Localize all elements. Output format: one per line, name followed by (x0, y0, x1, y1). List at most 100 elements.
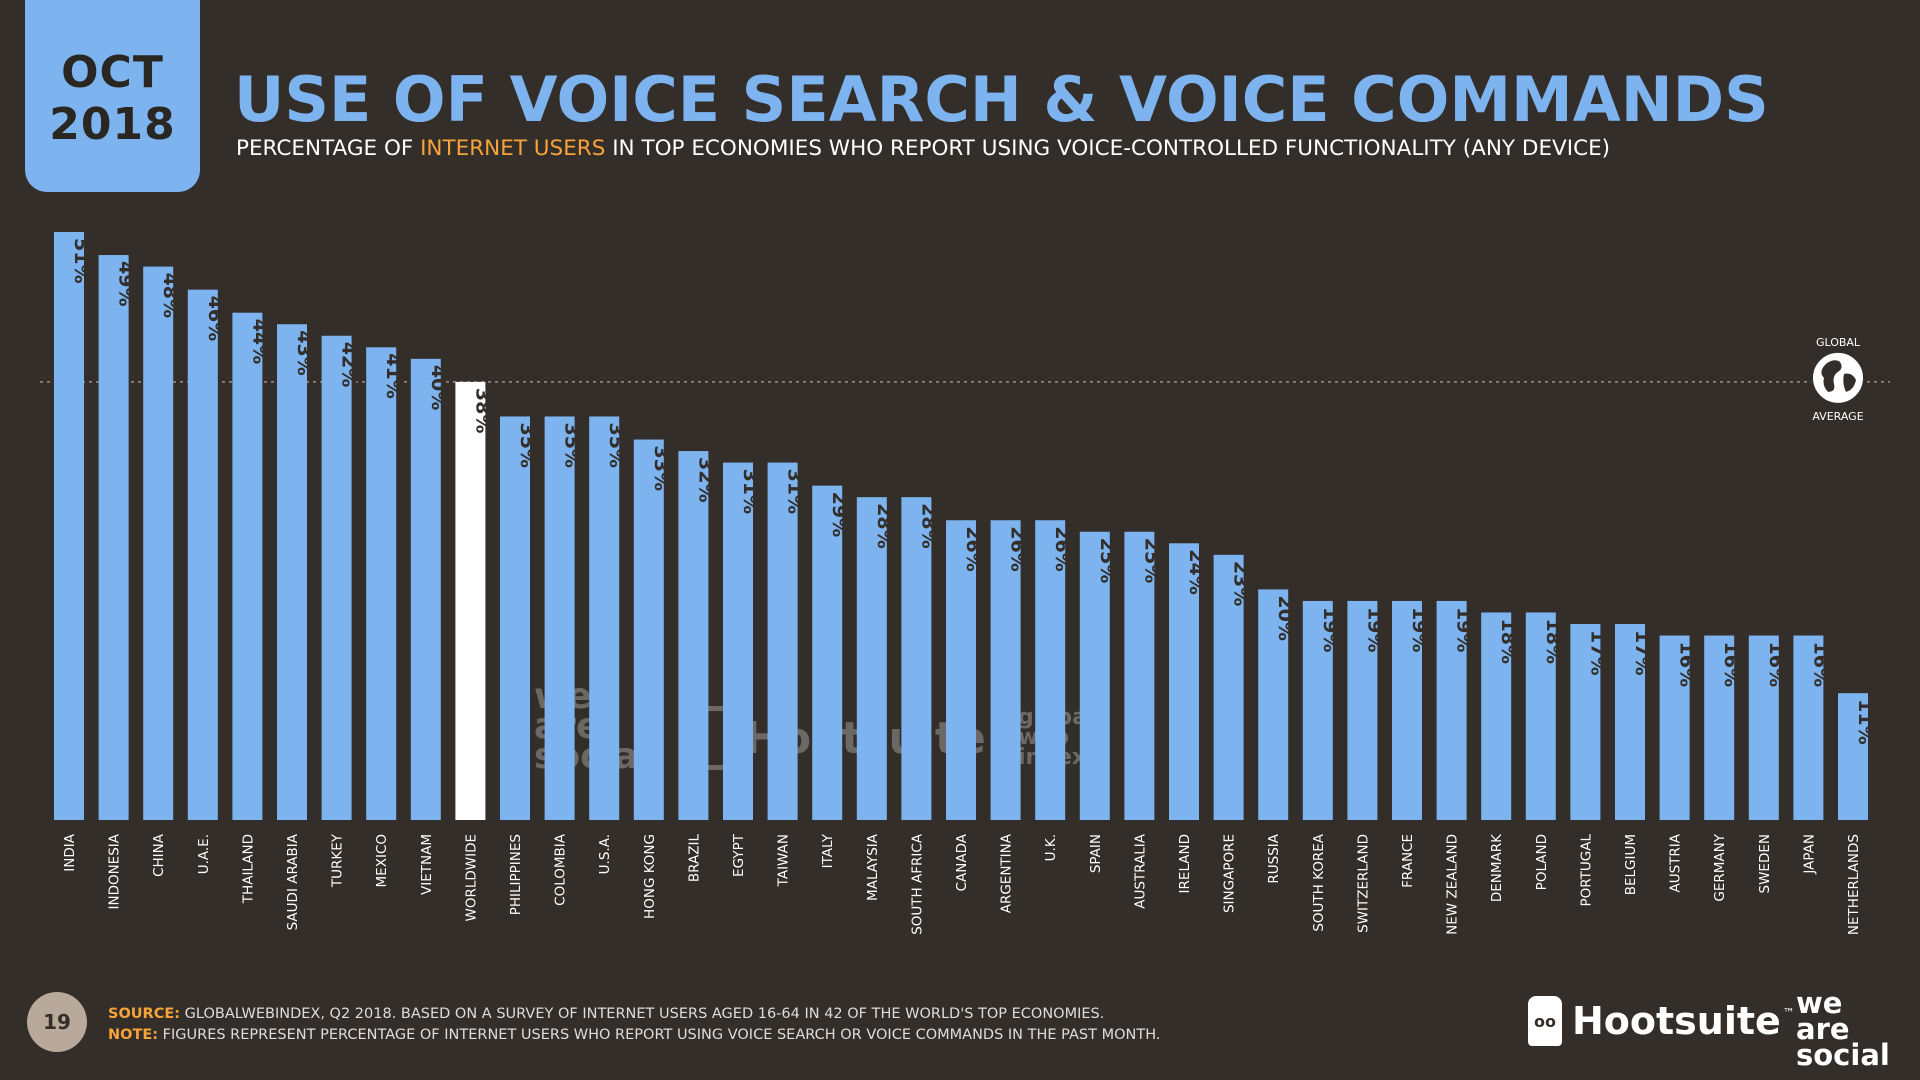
category-label: ITALY (820, 833, 836, 868)
we-are-social-logo: we are social (1796, 989, 1890, 1072)
footer-notes: SOURCE: GLOBALWEBINDEX, Q2 2018. BASED O… (108, 1004, 1160, 1046)
bar-value-label: 35% (605, 422, 627, 467)
bar-value-label: 35% (516, 422, 538, 467)
bar-value-label: 43% (293, 330, 315, 375)
note-line: NOTE: FIGURES REPRESENT PERCENTAGE OF IN… (108, 1025, 1160, 1046)
bar-russia (1258, 589, 1289, 820)
bar-singapore (1213, 554, 1244, 820)
bar-value-label: 49% (115, 261, 137, 306)
source-text: GLOBALWEBINDEX, Q2 2018. BASED ON A SURV… (180, 1006, 1105, 1022)
category-label: CANADA (954, 833, 970, 891)
category-label: CHINA (151, 833, 167, 877)
category-label: SOUTH KOREA (1311, 833, 1327, 931)
bar-value-label: 42% (338, 342, 360, 387)
bar-austria (1659, 635, 1690, 820)
bar-value-label: 44% (248, 319, 270, 364)
hootsuite-tm: ™ (1782, 1006, 1795, 1020)
global-average-badge: GLOBAL AVERAGE (1811, 336, 1865, 423)
bar-value-label: 26% (1051, 526, 1073, 571)
hootsuite-logo-text: Hootsuite (1572, 999, 1781, 1043)
date-year: 2018 (49, 99, 176, 150)
bar-value-label: 25% (1140, 538, 1162, 583)
page-subtitle: PERCENTAGE OF INTERNET USERS IN TOP ECON… (236, 136, 1610, 161)
bars-group: 51% INDIA 49% INDONESIA 48% CHINA 46% U.A.E. 44%… (54, 232, 1876, 935)
bar-philippines (500, 416, 530, 820)
bar-value-label: 19% (1319, 607, 1341, 652)
bar-malaysia (856, 497, 887, 820)
category-label: SWEDEN (1757, 834, 1773, 893)
bar-value-label: 16% (1809, 642, 1831, 687)
bar-france (1392, 600, 1422, 820)
subtitle-after: IN TOP ECONOMIES WHO REPORT USING VOICE-… (605, 136, 1611, 161)
bar-value-label: 31% (784, 469, 806, 514)
category-label: COLOMBIA (553, 833, 569, 906)
category-label: U.S.A. (597, 834, 613, 874)
bar-china (143, 266, 174, 820)
category-label: EGYPT (731, 833, 747, 877)
bar-argentina (990, 520, 1021, 820)
bar-value-label: 11% (1854, 699, 1876, 744)
bar-value-label: 19% (1363, 607, 1385, 652)
bar-canada (946, 520, 976, 820)
category-label: TURKEY (330, 833, 346, 888)
bar-saudi-arabia (277, 324, 307, 820)
bar-value-label: 24% (1185, 549, 1207, 594)
bar-u-k- (1035, 520, 1066, 820)
bar-south-korea (1302, 600, 1333, 820)
category-label: MALAYSIA (865, 833, 881, 901)
category-label: RUSSIA (1266, 833, 1282, 883)
bar-value-label: 48% (159, 273, 181, 318)
was-logo-line: social (1796, 1038, 1890, 1072)
category-label: GERMANY (1712, 833, 1728, 901)
bar-value-label: 17% (1586, 630, 1608, 675)
category-label: VIETNAM (419, 834, 435, 895)
bar-value-label: 35% (561, 422, 583, 467)
note-label: NOTE: (108, 1027, 159, 1043)
bar-u-s-a- (589, 416, 620, 820)
bar-value-label: 23% (1230, 561, 1252, 606)
subtitle-before: PERCENTAGE OF (236, 136, 421, 161)
hootsuite-logo: oo Hootsuite ™ (1528, 996, 1795, 1046)
subtitle-highlight: INTERNET USERS (420, 136, 606, 161)
category-label: HONG KONG (642, 834, 658, 919)
bar-value-label: 18% (1497, 618, 1519, 663)
category-label: NEW ZEALAND (1445, 834, 1461, 935)
bar-value-label: 32% (694, 457, 716, 502)
bar-turkey (321, 335, 352, 820)
category-label: SWITZERLAND (1355, 834, 1371, 933)
bar-value-label: 16% (1676, 642, 1698, 687)
bar-new-zealand (1436, 600, 1467, 820)
category-label: POLAND (1534, 834, 1550, 890)
category-label: DENMARK (1489, 833, 1505, 902)
category-label: AUSTRALIA (1132, 833, 1148, 909)
bar-netherlands (1838, 693, 1868, 820)
bar-thailand (232, 312, 263, 820)
bar-value-label: 41% (382, 353, 404, 398)
category-label: JAPAN (1801, 834, 1817, 875)
category-label: THAILAND (240, 834, 256, 904)
bar-egypt (723, 462, 753, 820)
category-label: U.K. (1043, 834, 1059, 861)
bar-value-label: 16% (1720, 642, 1742, 687)
bar-value-label: 19% (1408, 607, 1430, 652)
bar-sweden (1748, 635, 1779, 820)
bar-value-label: 16% (1765, 642, 1787, 687)
bar-value-label: 26% (1007, 526, 1029, 571)
bar-switzerland (1347, 600, 1378, 820)
category-label: WORLDWIDE (463, 834, 479, 922)
bar-colombia (544, 416, 575, 820)
bar-spain (1079, 531, 1110, 820)
bar-value-label: 40% (427, 365, 449, 410)
bar-value-label: 25% (1096, 538, 1118, 583)
bar-value-label: 18% (1542, 618, 1564, 663)
source-line: SOURCE: GLOBALWEBINDEX, Q2 2018. BASED O… (108, 1004, 1160, 1025)
category-label: NETHERLANDS (1846, 834, 1862, 935)
category-label: SAUDI ARABIA (285, 833, 301, 930)
category-label: MEXICO (374, 834, 390, 887)
bar-vietnam (410, 358, 441, 820)
category-label: SINGAPORE (1222, 834, 1238, 913)
category-label: U.A.E. (196, 834, 212, 874)
bar-value-label: 17% (1631, 630, 1653, 675)
hootsuite-owl-icon: oo (1528, 996, 1562, 1046)
bar-portugal (1570, 624, 1601, 820)
